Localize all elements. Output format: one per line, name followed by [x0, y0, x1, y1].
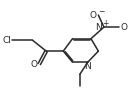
- Text: −: −: [98, 7, 105, 16]
- Text: O: O: [90, 11, 97, 20]
- Text: O: O: [30, 59, 37, 69]
- Text: N: N: [95, 23, 102, 32]
- Text: O: O: [120, 23, 127, 32]
- Text: +: +: [103, 19, 109, 28]
- Text: N: N: [84, 62, 91, 71]
- Text: Cl: Cl: [3, 36, 12, 45]
